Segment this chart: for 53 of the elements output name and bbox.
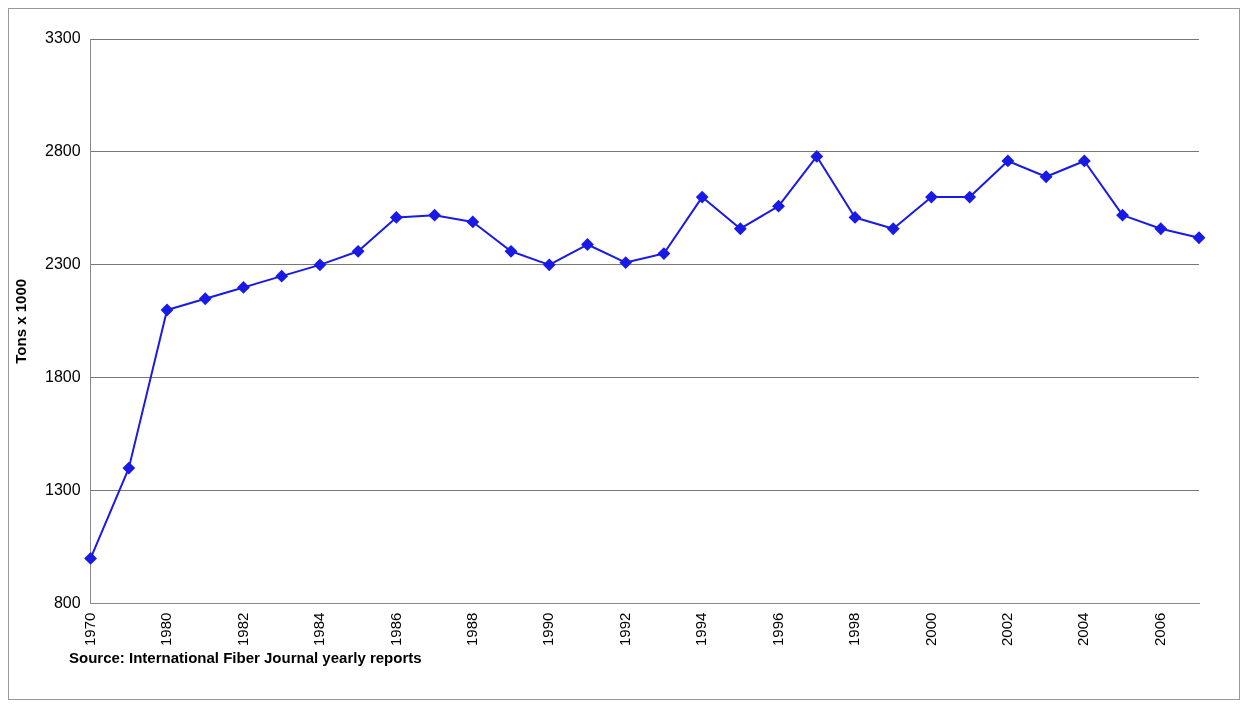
x-tick-label: 2004 [1074, 612, 1092, 647]
point [849, 211, 862, 224]
y-axis-title: Tons x 1000 [12, 278, 30, 364]
x-tick-label: 1984 [310, 612, 328, 647]
point [161, 304, 174, 317]
y-tick-label: 3300 [45, 29, 81, 47]
y-tick-label: 2800 [45, 142, 81, 160]
x-tick-label: 1986 [386, 612, 404, 647]
x-tick-label: 1970 [80, 612, 98, 647]
point [581, 238, 594, 251]
x-tick-label: 1982 [233, 612, 251, 647]
x-tick-label: 1992 [615, 612, 633, 647]
point [772, 200, 785, 213]
point [734, 222, 747, 235]
x-tick-label: 1996 [768, 612, 786, 647]
point [619, 256, 632, 269]
y-tick-label: 800 [53, 594, 81, 612]
x-tick-label: 1990 [539, 612, 557, 647]
point [390, 211, 403, 224]
point [237, 281, 250, 294]
point [543, 258, 556, 271]
x-tick-label: 1988 [462, 612, 480, 647]
x-tick-label: 1980 [157, 612, 175, 647]
source-note: Source: International Fiber Journal yearly reports [69, 649, 423, 666]
point [1193, 231, 1205, 244]
x-tick-label: 1994 [692, 612, 710, 647]
point [810, 150, 823, 163]
point [505, 245, 518, 258]
x-tick-label: 1998 [845, 612, 863, 647]
point [887, 222, 900, 235]
point [199, 292, 212, 305]
point [466, 215, 479, 228]
point [1001, 154, 1014, 167]
point [696, 191, 709, 204]
x-tick-label: 2002 [998, 612, 1016, 647]
x-tick-label: 2006 [1150, 612, 1168, 647]
point [428, 209, 441, 222]
point [1154, 222, 1167, 235]
y-tick-label: 1300 [45, 481, 81, 499]
point [275, 270, 288, 283]
point [963, 191, 976, 204]
point [657, 247, 670, 260]
point [925, 191, 938, 204]
point [352, 245, 365, 258]
point [84, 552, 97, 565]
point [1040, 170, 1053, 183]
y-tick-label: 1800 [45, 368, 81, 386]
point [1078, 154, 1091, 167]
x-tick-label: 2000 [921, 612, 939, 647]
y-tick-label: 2300 [45, 255, 81, 273]
point [1116, 209, 1129, 222]
point [122, 462, 135, 475]
point [313, 258, 326, 271]
